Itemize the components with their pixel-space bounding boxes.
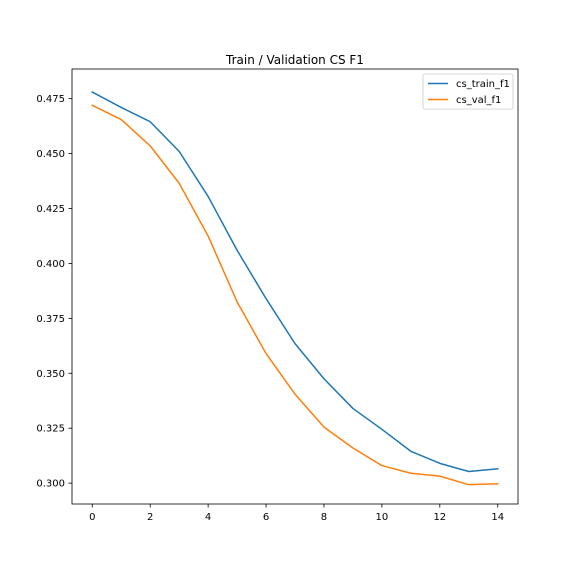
x-tick-label: 6 xyxy=(263,512,269,523)
series-layer xyxy=(91,91,499,486)
x-tick-label: 10 xyxy=(376,512,389,523)
y-tick-label: 0.475 xyxy=(36,94,65,105)
axes-layer: 0 2 4 6 8 10 12 14 0.300 0.325 0.350 0.375 0.400 0.42… xyxy=(36,68,519,523)
x-tick-label: 0 xyxy=(89,512,95,523)
y-tick-label: 0.300 xyxy=(36,479,65,490)
series-line-cs_val_f1 xyxy=(91,104,499,486)
y-tick-label: 0.425 xyxy=(36,204,65,215)
y-tick-label: 0.325 xyxy=(36,424,65,435)
legend-label-cs_train_f1: cs_train_f1 xyxy=(456,79,510,90)
x-tick-label: 14 xyxy=(491,512,504,523)
y-tick-label: 0.450 xyxy=(36,149,65,160)
y-tick-label: 0.400 xyxy=(36,259,65,270)
x-tick-label: 4 xyxy=(205,512,211,523)
x-tick-label: 8 xyxy=(321,512,327,523)
y-tick-label: 0.375 xyxy=(36,314,65,325)
legend-label-cs_val_f1: cs_val_f1 xyxy=(456,95,501,106)
x-tick-label: 12 xyxy=(433,512,446,523)
series-line-cs_train_f1 xyxy=(91,91,499,473)
plot-background xyxy=(72,69,518,504)
plot-frame xyxy=(71,68,519,505)
x-tick-label: 2 xyxy=(147,512,153,523)
y-tick-label: 0.350 xyxy=(36,369,65,380)
chart-title: Train / Validation CS F1 xyxy=(225,53,364,67)
plot-area xyxy=(72,69,518,504)
legend: cs_train_f1 cs_val_f1 xyxy=(422,73,514,110)
